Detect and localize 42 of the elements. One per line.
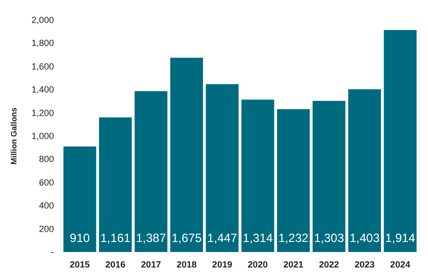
y-tick-label: 1,000 — [31, 131, 54, 141]
y-tick-label: 600 — [38, 177, 54, 188]
data-label: 1,403 — [350, 231, 380, 245]
bar — [384, 30, 417, 252]
y-tick-label: 800 — [38, 154, 54, 164]
x-tick-label: 2015 — [70, 260, 90, 270]
data-label: 1,387 — [136, 231, 166, 245]
data-label: 910 — [70, 231, 90, 245]
y-tick-label: 1,600 — [31, 61, 54, 72]
bar — [277, 109, 310, 252]
data-label: 1,914 — [385, 231, 416, 245]
data-label: 1,232 — [278, 231, 309, 245]
y-tick-label: - — [51, 247, 54, 257]
x-tick-label: 2023 — [354, 260, 375, 270]
data-label: 1,447 — [207, 231, 238, 245]
data-label: 1,303 — [314, 231, 344, 245]
y-axis-title: Million Gallons — [10, 107, 18, 164]
x-tick-label: 2017 — [140, 260, 162, 270]
data-label: 1,161 — [100, 231, 131, 245]
bar — [134, 91, 168, 252]
data-label: 1,675 — [172, 231, 202, 245]
bar — [170, 58, 203, 252]
y-tick-label: 1,200 — [31, 108, 54, 118]
y-tick-label: 1,800 — [31, 38, 54, 48]
bar — [241, 100, 274, 252]
x-tick-label: 2020 — [248, 260, 268, 270]
bar — [99, 117, 132, 252]
y-tick-label: 200 — [38, 224, 54, 234]
x-tick-label: 2024 — [390, 260, 410, 270]
bar — [63, 146, 96, 252]
y-tick-label: 1,400 — [31, 84, 54, 95]
x-tick-label: 2019 — [212, 260, 232, 270]
bar — [312, 100, 346, 252]
y-tick-label: 2,000 — [31, 15, 54, 25]
x-tick-label: 2016 — [105, 260, 126, 270]
x-tick-label: 2022 — [318, 260, 340, 270]
y-tick-label: 400 — [38, 200, 54, 211]
x-tick-label: 2018 — [176, 260, 197, 270]
bar — [348, 89, 381, 252]
x-tick-label: 2021 — [283, 260, 304, 270]
bar — [206, 84, 239, 252]
data-label: 1,314 — [242, 231, 274, 245]
